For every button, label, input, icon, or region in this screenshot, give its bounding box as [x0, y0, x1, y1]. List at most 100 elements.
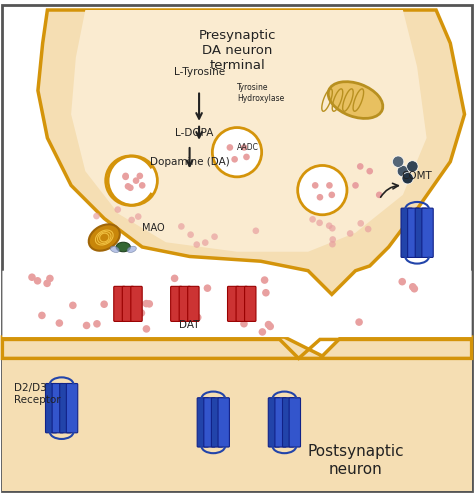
Circle shape: [143, 300, 150, 307]
Circle shape: [211, 233, 218, 240]
Circle shape: [69, 301, 77, 309]
Circle shape: [124, 291, 132, 299]
Circle shape: [402, 172, 413, 184]
FancyBboxPatch shape: [171, 287, 182, 322]
Circle shape: [266, 323, 274, 330]
Circle shape: [397, 165, 409, 177]
Text: Tyrosine
Hydroxylase: Tyrosine Hydroxylase: [237, 83, 284, 103]
Circle shape: [34, 277, 41, 285]
FancyBboxPatch shape: [283, 398, 294, 447]
Text: Postsynaptic
neuron: Postsynaptic neuron: [307, 444, 404, 477]
Circle shape: [410, 285, 418, 292]
Circle shape: [329, 225, 336, 232]
Circle shape: [298, 165, 347, 215]
Text: L-DOPA: L-DOPA: [175, 128, 213, 138]
Circle shape: [28, 274, 36, 281]
Text: Presynaptic
DA neuron
terminal: Presynaptic DA neuron terminal: [198, 29, 276, 72]
Circle shape: [171, 275, 178, 282]
FancyBboxPatch shape: [188, 287, 199, 322]
Text: DAT: DAT: [179, 320, 200, 330]
Circle shape: [241, 144, 247, 151]
Circle shape: [240, 320, 248, 328]
FancyBboxPatch shape: [236, 287, 247, 322]
FancyBboxPatch shape: [2, 358, 472, 491]
Circle shape: [202, 239, 209, 246]
FancyBboxPatch shape: [122, 287, 134, 322]
Circle shape: [357, 220, 364, 227]
Circle shape: [227, 144, 233, 151]
Circle shape: [137, 172, 143, 179]
Circle shape: [55, 319, 63, 327]
Text: COMT: COMT: [402, 171, 432, 181]
Circle shape: [122, 173, 129, 180]
FancyBboxPatch shape: [2, 5, 472, 491]
Text: D2/D3
Receptor: D2/D3 Receptor: [14, 383, 61, 405]
Circle shape: [125, 183, 131, 190]
Circle shape: [409, 283, 417, 290]
Circle shape: [108, 156, 157, 206]
Text: Dopamine (DA): Dopamine (DA): [150, 157, 229, 166]
Circle shape: [100, 240, 106, 246]
FancyBboxPatch shape: [401, 208, 412, 257]
Circle shape: [316, 219, 323, 226]
Polygon shape: [2, 337, 472, 358]
Circle shape: [83, 322, 91, 329]
Polygon shape: [2, 271, 472, 337]
FancyBboxPatch shape: [114, 287, 125, 322]
Circle shape: [93, 320, 101, 328]
Circle shape: [352, 182, 359, 189]
Circle shape: [187, 231, 194, 238]
FancyBboxPatch shape: [228, 287, 239, 322]
Text: L-Tyrosine: L-Tyrosine: [173, 67, 225, 77]
Circle shape: [38, 312, 46, 319]
Circle shape: [312, 182, 319, 189]
Circle shape: [231, 156, 238, 163]
Circle shape: [259, 328, 266, 336]
Circle shape: [264, 321, 272, 329]
Circle shape: [357, 163, 364, 170]
FancyBboxPatch shape: [408, 208, 419, 257]
Circle shape: [243, 154, 250, 160]
Circle shape: [261, 276, 268, 284]
FancyBboxPatch shape: [218, 398, 229, 447]
Circle shape: [46, 275, 54, 282]
Circle shape: [326, 182, 333, 189]
FancyBboxPatch shape: [415, 208, 427, 257]
Circle shape: [204, 285, 211, 292]
FancyBboxPatch shape: [275, 398, 286, 447]
Ellipse shape: [110, 246, 119, 252]
Circle shape: [326, 222, 333, 229]
Circle shape: [146, 300, 153, 308]
Circle shape: [329, 241, 336, 247]
Ellipse shape: [127, 246, 137, 252]
Text: MAO: MAO: [142, 223, 165, 233]
Circle shape: [178, 223, 185, 230]
Circle shape: [365, 226, 372, 232]
Circle shape: [194, 314, 201, 321]
Circle shape: [347, 230, 354, 237]
FancyBboxPatch shape: [268, 398, 280, 447]
FancyBboxPatch shape: [211, 398, 223, 447]
FancyBboxPatch shape: [289, 398, 301, 447]
Circle shape: [114, 206, 121, 213]
Polygon shape: [38, 10, 465, 294]
Circle shape: [133, 177, 139, 184]
Ellipse shape: [328, 82, 383, 119]
FancyBboxPatch shape: [204, 398, 215, 447]
Circle shape: [212, 127, 262, 177]
Circle shape: [356, 318, 363, 326]
Text: AADC: AADC: [237, 143, 259, 152]
Ellipse shape: [116, 242, 130, 252]
FancyBboxPatch shape: [179, 287, 191, 322]
Polygon shape: [71, 10, 427, 252]
Circle shape: [253, 227, 259, 234]
Circle shape: [328, 192, 335, 198]
FancyBboxPatch shape: [422, 208, 433, 257]
Circle shape: [122, 172, 129, 179]
Circle shape: [262, 289, 270, 296]
Circle shape: [317, 194, 323, 201]
Circle shape: [399, 278, 406, 286]
Ellipse shape: [89, 224, 120, 251]
Circle shape: [137, 309, 145, 317]
Circle shape: [43, 280, 51, 287]
